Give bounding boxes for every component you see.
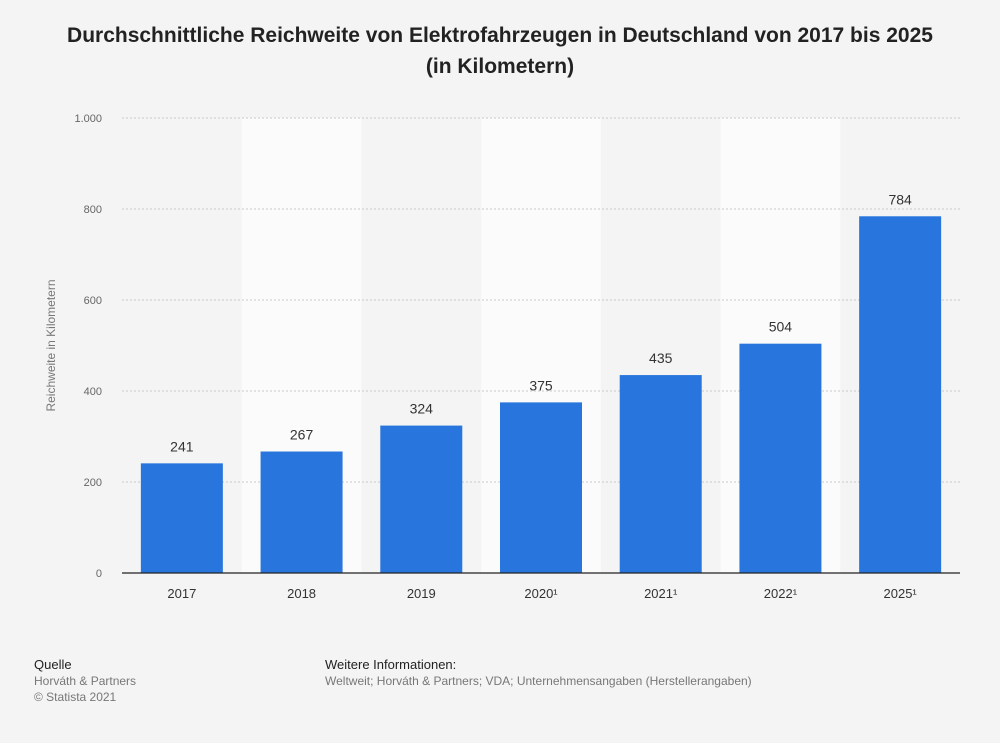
data-label: 784 — [888, 191, 912, 207]
x-tick-label: 2017 — [167, 586, 196, 601]
bar — [619, 375, 702, 573]
x-tick-label: 2025¹ — [884, 586, 918, 601]
x-tick-label: 2020¹ — [524, 586, 558, 601]
source-block: Quelle Horváth & Partners © Statista 202… — [34, 657, 136, 705]
data-label: 435 — [649, 350, 673, 366]
bar — [260, 451, 343, 573]
data-label: 241 — [170, 438, 194, 454]
info-text: Weltweit; Horváth & Partners; VDA; Unter… — [325, 674, 752, 688]
y-tick-label: 800 — [84, 204, 102, 216]
x-tick-label: 2018 — [287, 586, 316, 601]
y-axis-label: Reichweite in Kilometern — [44, 279, 58, 411]
bar — [739, 343, 822, 573]
chart-title: Durchschnittliche Reichweite von Elektro… — [67, 24, 933, 78]
bar — [140, 463, 223, 573]
bar — [859, 216, 942, 573]
x-tick-label: 2021¹ — [644, 586, 678, 601]
info-heading: Weitere Informationen: — [325, 657, 457, 672]
y-tick-label: 600 — [84, 295, 102, 307]
copyright-line: © Statista 2021 — [34, 690, 117, 704]
data-label: 504 — [769, 319, 793, 335]
data-label: 324 — [410, 401, 434, 417]
y-tick-label: 200 — [84, 477, 102, 489]
y-tick-label: 1.000 — [74, 113, 102, 125]
data-label: 375 — [529, 377, 553, 393]
bar — [380, 425, 463, 573]
chart-area: 0 200 400 600 800 1.000 Reichweite in Kilomete… — [44, 113, 960, 601]
bar — [500, 402, 582, 573]
source-heading: Quelle — [34, 657, 72, 672]
x-tick-label: 2022¹ — [764, 586, 798, 601]
bar-chart: 0 200 400 600 800 1.000 Reichweite in Kilomete… — [44, 113, 960, 601]
y-tick-label: 0 — [96, 568, 102, 580]
info-block: Weitere Informationen: Weltweit; Horváth… — [325, 657, 752, 689]
x-tick-label: 2019 — [407, 586, 436, 601]
y-tick-label: 400 — [84, 386, 102, 398]
source-line: Horváth & Partners — [34, 674, 137, 688]
data-label: 267 — [290, 427, 314, 443]
